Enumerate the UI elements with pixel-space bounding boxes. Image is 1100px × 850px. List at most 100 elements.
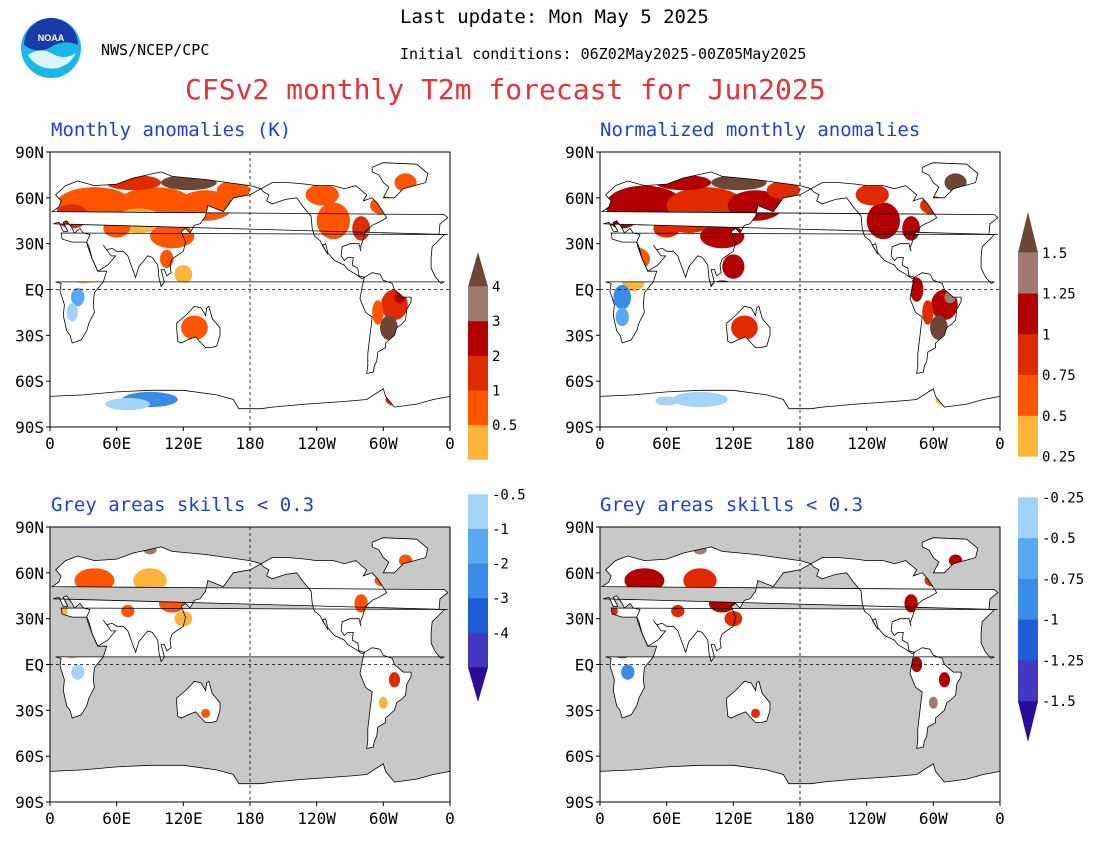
colorbar-label: -4 xyxy=(492,626,509,642)
lon-label: 0 xyxy=(595,434,605,453)
lon-label: 120E xyxy=(164,434,203,453)
colorbar-arrow-bottom xyxy=(1018,701,1038,742)
lat-label: 90S xyxy=(15,418,44,437)
anomaly-patch xyxy=(181,315,208,340)
anomaly-patch xyxy=(655,396,678,406)
lon-label: 60E xyxy=(652,809,681,828)
initial-conditions: Initial conditions: 06Z02May2025-00Z05Ma… xyxy=(400,45,807,63)
colorbar-segment xyxy=(468,632,488,668)
colorbar-segment xyxy=(468,321,488,357)
anomaly-patch xyxy=(352,216,370,241)
colorbar-label: 2 xyxy=(492,349,500,365)
colorbar-segment xyxy=(1018,415,1038,458)
lat-label: 30N xyxy=(565,235,594,254)
anomaly-patch xyxy=(855,184,889,206)
lon-label: 0 xyxy=(995,809,1005,828)
colorbar-label: 3 xyxy=(492,314,500,330)
lat-label: 90N xyxy=(15,143,44,162)
anomaly-patch xyxy=(380,315,398,340)
colorbar-label: -0.5 xyxy=(1042,531,1076,547)
coastline-samerica xyxy=(909,272,962,375)
colorbar-label: 4 xyxy=(492,280,500,296)
lat-label: 60S xyxy=(565,747,594,766)
coastline-samerica xyxy=(359,272,412,375)
lon-label: 0 xyxy=(45,809,55,828)
coastline-africa xyxy=(605,607,996,719)
panel-title-anom-skill: Grey areas skills < 0.3 xyxy=(51,494,315,516)
anomaly-patch xyxy=(71,287,85,307)
colorbar-segment xyxy=(1018,293,1038,335)
lat-label: 60S xyxy=(565,372,594,391)
last-update: Last update: Mon May 5 2025 xyxy=(400,6,709,28)
lat-label: 30S xyxy=(15,701,44,720)
coastline-namerica xyxy=(260,182,388,280)
land-greenland xyxy=(372,537,428,573)
colorbar-label: 1 xyxy=(492,383,500,399)
lat-label: 90S xyxy=(15,793,44,812)
lat-label: 90S xyxy=(565,793,594,812)
lon-label: 60W xyxy=(369,809,398,828)
colorbar-label: -1 xyxy=(1042,613,1059,629)
colorbar-segment xyxy=(468,598,488,634)
lon-label: 120E xyxy=(714,809,753,828)
lon-label: 0 xyxy=(445,809,455,828)
lon-label: 120E xyxy=(164,809,203,828)
land-antarctica xyxy=(600,763,1000,802)
coastline-eurasia xyxy=(600,546,999,663)
anomaly-patch xyxy=(722,254,745,279)
lon-label: 60W xyxy=(369,434,398,453)
lat-label: 60N xyxy=(15,564,44,583)
colorbar-label: 0.5 xyxy=(1042,409,1067,425)
colorbar-segment xyxy=(468,286,488,322)
colorbar-label: 0.5 xyxy=(492,418,517,434)
anomaly-patch xyxy=(160,249,174,269)
coastline-samerica xyxy=(909,647,962,750)
lat-label: EQ xyxy=(25,656,44,675)
lat-label: 60N xyxy=(565,564,594,583)
colorbar-segment xyxy=(468,563,488,599)
anomaly-patch xyxy=(388,672,401,688)
anomaly-patch xyxy=(354,594,368,613)
coastline-namerica xyxy=(810,182,938,280)
lon-label: 0 xyxy=(595,809,605,828)
lon-label: 60E xyxy=(102,809,131,828)
coastline-eurasia xyxy=(50,546,449,663)
anomaly-patch xyxy=(938,672,950,688)
colorbar-label: -1.25 xyxy=(1042,653,1084,669)
lon-label: 180 xyxy=(236,809,265,828)
org-label: NWS/NCEP/CPC xyxy=(101,41,210,59)
lat-label: 60N xyxy=(565,189,594,208)
colorbar-segment xyxy=(1018,252,1038,295)
coastline-africa xyxy=(55,232,446,344)
lon-label: 0 xyxy=(45,434,55,453)
anomaly-patch xyxy=(671,604,685,618)
colorbar-label: 1.5 xyxy=(1042,246,1067,262)
coastline-eurasia xyxy=(600,171,999,288)
colorbar-anomalies: 4 3 2 1 0.5 -0.5 -1 -2 -3 -4 xyxy=(468,252,526,702)
colorbar-label: 1 xyxy=(1042,327,1050,343)
coastline-australia xyxy=(176,305,221,348)
colorbar-label: -1 xyxy=(492,522,509,538)
lon-label: 60E xyxy=(652,434,681,453)
coastline-australia xyxy=(176,680,221,723)
lat-label: EQ xyxy=(575,281,594,300)
colorbar-label: 1.25 xyxy=(1042,287,1076,303)
anomaly-patch xyxy=(71,664,85,680)
coastline-africa xyxy=(55,607,446,719)
coastline-antarctica xyxy=(599,763,1001,803)
land-greenland xyxy=(922,537,978,573)
anomaly-patch xyxy=(751,708,760,718)
lat-label: 60S xyxy=(15,372,44,391)
anomaly-patch xyxy=(922,300,934,325)
lat-label: 30N xyxy=(565,610,594,629)
colorbar-label: -0.5 xyxy=(492,487,526,503)
coastline-namerica xyxy=(260,557,388,655)
anomaly-patch xyxy=(613,284,632,310)
coastline-antarctica xyxy=(599,388,1001,428)
lat-label: EQ xyxy=(25,281,44,300)
anomaly-patch xyxy=(672,391,728,408)
lat-label: 90N xyxy=(565,518,594,537)
lon-label: 60E xyxy=(102,434,131,453)
